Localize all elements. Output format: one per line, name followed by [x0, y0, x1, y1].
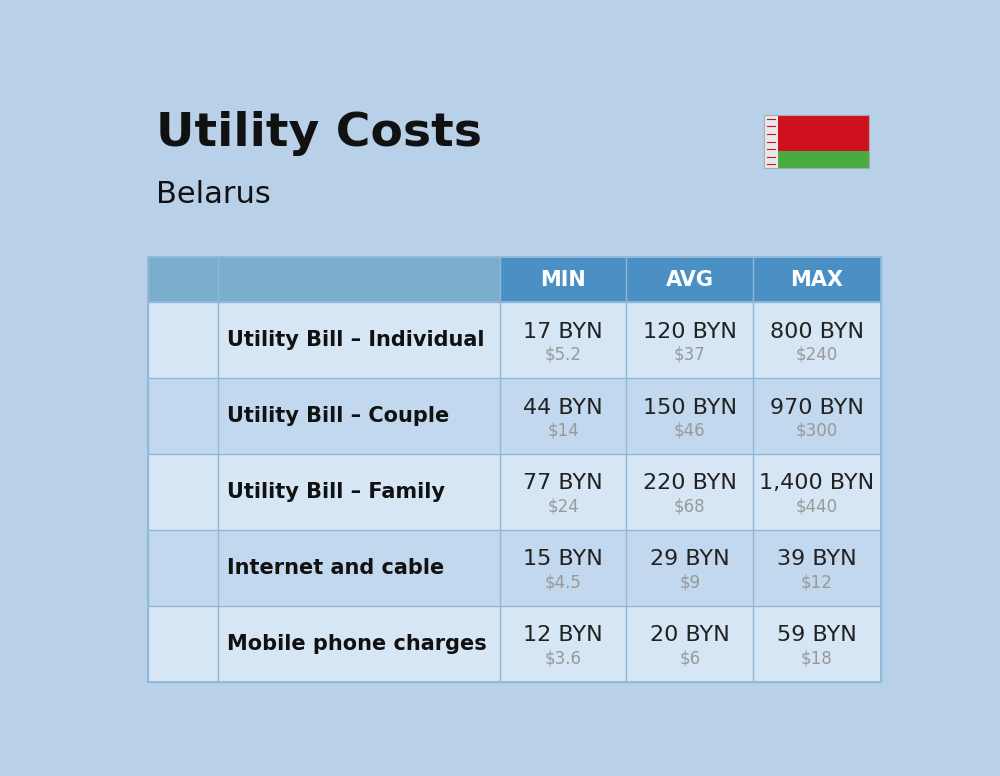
Text: 77 BYN: 77 BYN — [523, 473, 603, 494]
FancyBboxPatch shape — [753, 258, 881, 302]
Text: 29 BYN: 29 BYN — [650, 549, 730, 570]
Text: 39 BYN: 39 BYN — [777, 549, 857, 570]
Text: $5.2: $5.2 — [545, 345, 582, 363]
Text: Mobile phone charges: Mobile phone charges — [227, 634, 487, 653]
Text: 1,400 BYN: 1,400 BYN — [759, 473, 874, 494]
Text: $24: $24 — [547, 497, 579, 515]
Text: 120 BYN: 120 BYN — [643, 321, 737, 341]
Text: MAX: MAX — [790, 270, 843, 289]
Text: 15 BYN: 15 BYN — [523, 549, 603, 570]
Text: $68: $68 — [674, 497, 706, 515]
Text: 800 BYN: 800 BYN — [770, 321, 864, 341]
FancyBboxPatch shape — [148, 258, 500, 302]
Text: Utility Bill – Family: Utility Bill – Family — [227, 482, 445, 502]
Text: $12: $12 — [801, 573, 833, 591]
Text: 59 BYN: 59 BYN — [777, 625, 857, 646]
FancyBboxPatch shape — [148, 530, 881, 606]
Text: $14: $14 — [547, 421, 579, 439]
Text: $46: $46 — [674, 421, 706, 439]
Text: $3.6: $3.6 — [545, 650, 582, 667]
Text: $6: $6 — [679, 650, 700, 667]
Text: Utility Bill – Individual: Utility Bill – Individual — [227, 330, 485, 350]
Text: $440: $440 — [796, 497, 838, 515]
Text: 17 BYN: 17 BYN — [523, 321, 603, 341]
Text: 970 BYN: 970 BYN — [770, 397, 864, 417]
Text: $37: $37 — [674, 345, 706, 363]
FancyBboxPatch shape — [148, 378, 881, 454]
Text: $18: $18 — [801, 650, 833, 667]
FancyBboxPatch shape — [764, 151, 869, 168]
Text: $240: $240 — [796, 345, 838, 363]
Text: 44 BYN: 44 BYN — [523, 397, 603, 417]
Text: Utility Bill – Couple: Utility Bill – Couple — [227, 406, 449, 426]
Text: 12 BYN: 12 BYN — [523, 625, 603, 646]
Text: MIN: MIN — [540, 270, 586, 289]
FancyBboxPatch shape — [764, 115, 869, 151]
Text: Belarus: Belarus — [156, 180, 271, 209]
Text: 150 BYN: 150 BYN — [643, 397, 737, 417]
FancyBboxPatch shape — [626, 258, 753, 302]
Text: 220 BYN: 220 BYN — [643, 473, 737, 494]
Text: Internet and cable: Internet and cable — [227, 558, 444, 578]
FancyBboxPatch shape — [148, 454, 881, 530]
FancyBboxPatch shape — [764, 115, 778, 168]
Text: AVG: AVG — [666, 270, 714, 289]
Text: Utility Costs: Utility Costs — [156, 111, 482, 156]
FancyBboxPatch shape — [500, 258, 626, 302]
Text: 20 BYN: 20 BYN — [650, 625, 730, 646]
Text: $9: $9 — [679, 573, 700, 591]
FancyBboxPatch shape — [148, 606, 881, 681]
Text: $4.5: $4.5 — [545, 573, 582, 591]
Text: $300: $300 — [796, 421, 838, 439]
FancyBboxPatch shape — [148, 302, 881, 378]
